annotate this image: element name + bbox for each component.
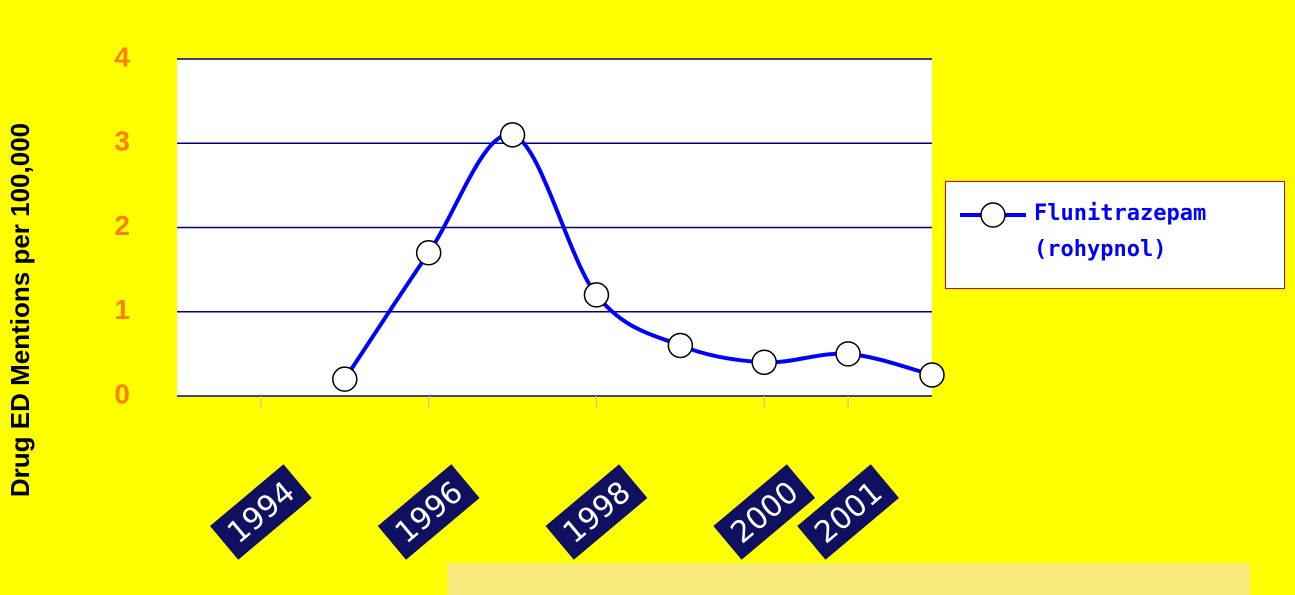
y-tick-label: 2 [114, 210, 130, 241]
data-point [415, 240, 442, 266]
legend-label: Flunitrazepam (rohypnol) [1034, 201, 1207, 262]
y-tick-label: 1 [114, 294, 130, 325]
x-tick-box [713, 464, 816, 560]
legend-dot [980, 202, 1006, 228]
data-point [499, 122, 526, 148]
legend: Flunitrazepam (rohypnol) [945, 181, 1285, 289]
y-tick-label: 4 [114, 41, 130, 72]
x-tick-badge: 2000 [713, 464, 816, 560]
x-tick-box [377, 464, 480, 560]
x-tick-badge: 1998 [545, 464, 648, 560]
x-tick-box [209, 464, 312, 560]
x-tick-box [545, 464, 648, 560]
x-tick-badge: 2001 [797, 464, 900, 560]
data-point [332, 366, 358, 392]
data-point [835, 341, 861, 367]
data-point [751, 349, 777, 376]
footer-box [447, 563, 1250, 595]
x-tick-box [797, 464, 900, 560]
x-tick-badge: 1994 [209, 464, 312, 560]
y-tick-label: 0 [114, 378, 130, 409]
data-point [583, 282, 610, 308]
legend-marker [960, 202, 1026, 228]
y-tick-label: 3 [114, 126, 130, 157]
y-axis-label: Drug ED Mentions per 100,000 [5, 123, 35, 497]
data-point [667, 332, 694, 359]
data-point [919, 362, 945, 388]
x-tick-badge: 1996 [377, 464, 480, 560]
